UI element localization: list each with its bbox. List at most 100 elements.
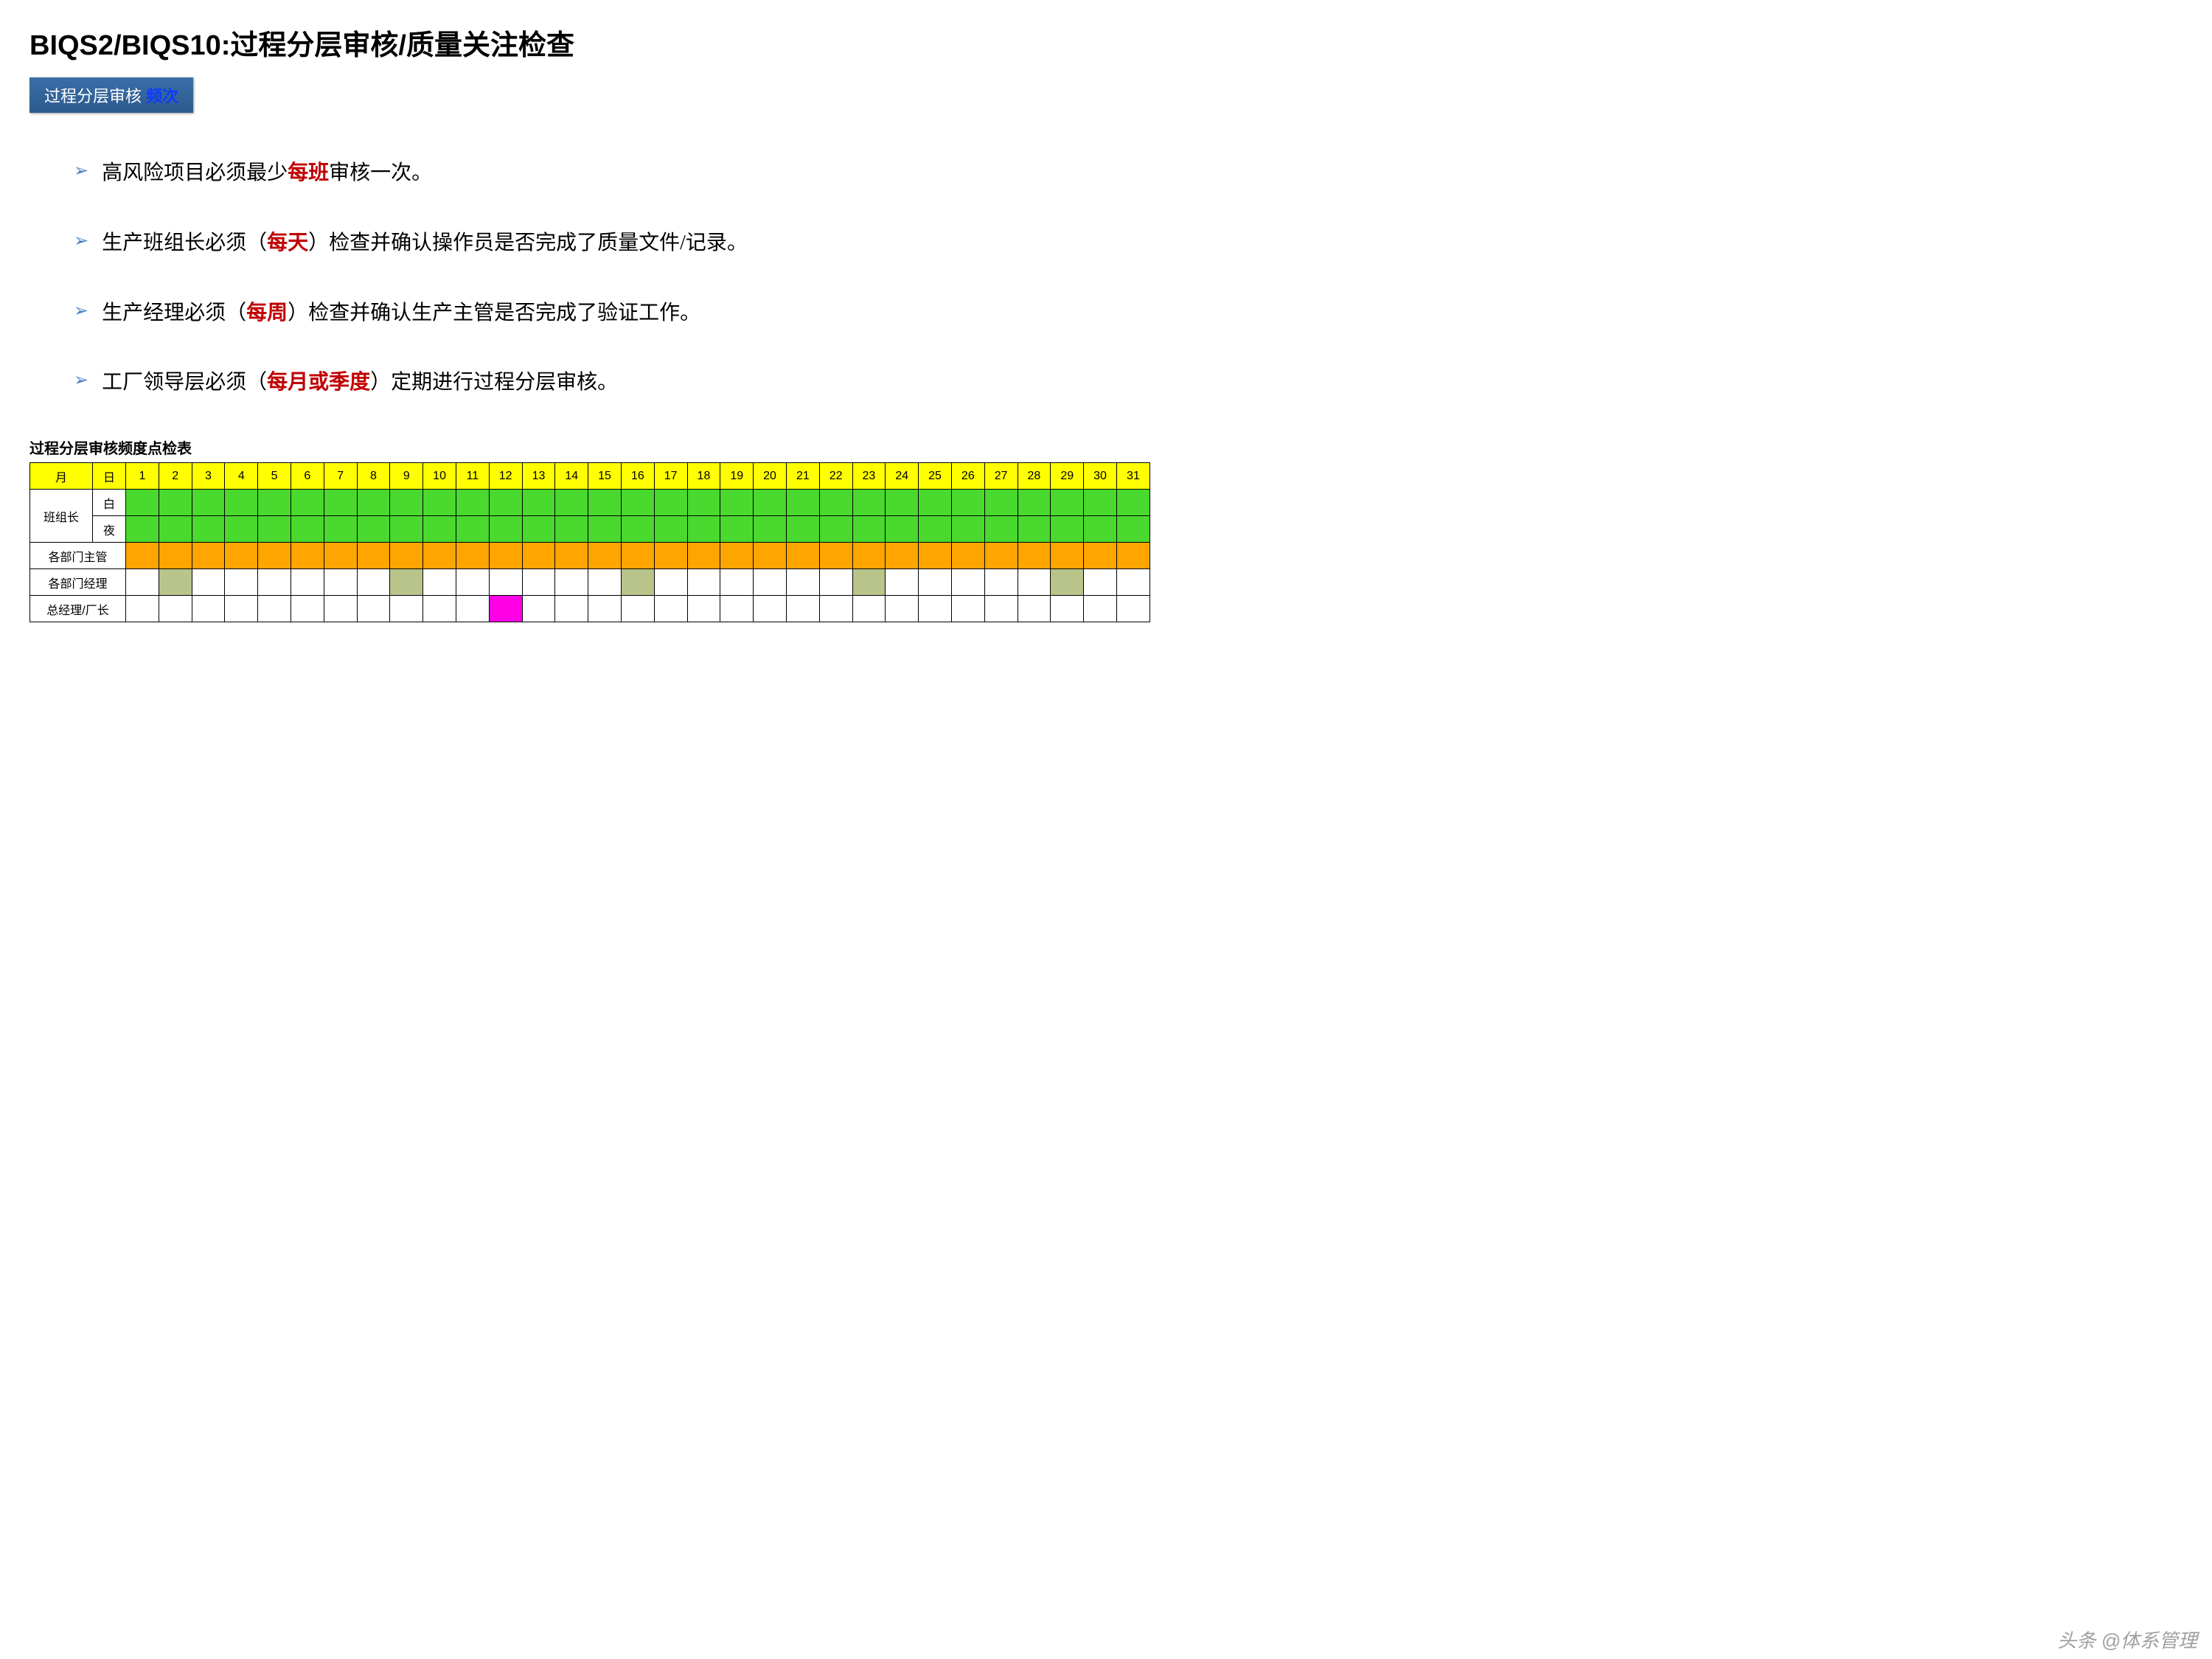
table-header-cell: 月	[30, 463, 93, 490]
day-cell	[258, 490, 291, 516]
day-cell	[291, 569, 324, 596]
table-header-cell: 17	[654, 463, 687, 490]
role-cell: 各部门经理	[30, 569, 126, 596]
day-cell	[951, 543, 984, 569]
table-header-cell: 3	[192, 463, 225, 490]
table-header-cell: 18	[687, 463, 720, 490]
day-cell	[984, 596, 1018, 622]
day-cell	[192, 596, 225, 622]
day-cell	[258, 516, 291, 543]
table-header-cell: 16	[621, 463, 654, 490]
table-header-cell: 21	[786, 463, 819, 490]
day-cell	[159, 596, 192, 622]
day-cell	[654, 490, 687, 516]
day-cell	[456, 596, 489, 622]
day-cell	[456, 490, 489, 516]
role-cell: 各部门主管	[30, 543, 126, 569]
bullet-text: 高风险项目必须最少每班审核一次。	[102, 157, 432, 190]
bullet-plain-text: 生产班组长必须（	[102, 232, 267, 254]
day-cell	[159, 516, 192, 543]
day-cell	[919, 490, 952, 516]
day-cell	[984, 490, 1018, 516]
triangle-bullet-icon: ➢	[74, 297, 88, 325]
day-cell	[192, 516, 225, 543]
table-header-cell: 31	[1116, 463, 1150, 490]
bullet-plain-text: ）定期进行过程分层审核。	[370, 371, 618, 394]
table-header-cell: 27	[984, 463, 1018, 490]
day-cell	[126, 569, 159, 596]
day-cell	[754, 569, 787, 596]
day-cell	[225, 490, 258, 516]
day-cell	[654, 569, 687, 596]
day-cell	[423, 569, 456, 596]
day-cell	[489, 569, 522, 596]
day-cell	[456, 543, 489, 569]
day-cell	[324, 569, 357, 596]
day-cell	[1084, 543, 1117, 569]
day-cell	[258, 596, 291, 622]
day-cell	[588, 569, 622, 596]
table-header-cell: 12	[489, 463, 522, 490]
shift-cell: 夜	[93, 516, 126, 543]
table-header-cell: 23	[852, 463, 886, 490]
day-cell	[192, 543, 225, 569]
day-cell	[588, 490, 622, 516]
day-cell	[291, 516, 324, 543]
day-cell	[1084, 516, 1117, 543]
table-header-cell: 22	[819, 463, 852, 490]
table-header-cell: 8	[357, 463, 390, 490]
table-header-cell: 24	[886, 463, 919, 490]
day-cell	[1051, 543, 1084, 569]
day-cell	[126, 543, 159, 569]
day-cell	[1051, 490, 1084, 516]
day-cell	[489, 516, 522, 543]
day-cell	[324, 543, 357, 569]
day-cell	[984, 569, 1018, 596]
subtitle-prefix: 过程分层审核	[44, 87, 146, 105]
day-cell	[489, 543, 522, 569]
bullet-plain-text: ）检查并确认操作员是否完成了质量文件/记录。	[308, 232, 748, 254]
day-cell	[126, 596, 159, 622]
day-cell	[951, 516, 984, 543]
table-header-cell: 9	[390, 463, 423, 490]
bullet-red-text: 每班	[288, 161, 329, 184]
day-cell	[423, 516, 456, 543]
day-cell	[423, 543, 456, 569]
day-cell	[852, 596, 886, 622]
day-cell	[1116, 516, 1150, 543]
day-cell	[522, 516, 555, 543]
bullet-text: 生产班组长必须（每天）检查并确认操作员是否完成了质量文件/记录。	[102, 227, 748, 260]
day-cell	[819, 569, 852, 596]
day-cell	[357, 569, 390, 596]
day-cell	[390, 490, 423, 516]
subtitle-bar: 过程分层审核 频次	[29, 77, 193, 113]
day-cell	[192, 490, 225, 516]
day-cell	[291, 596, 324, 622]
table-header-cell: 15	[588, 463, 622, 490]
day-cell	[390, 596, 423, 622]
day-cell	[852, 569, 886, 596]
day-cell	[687, 516, 720, 543]
table-header-cell: 7	[324, 463, 357, 490]
table-header-cell: 日	[93, 463, 126, 490]
table-row: 各部门主管	[30, 543, 1150, 569]
day-cell	[555, 596, 588, 622]
day-cell	[621, 490, 654, 516]
subtitle-highlight: 频次	[146, 87, 178, 105]
bullet-list: ➢高风险项目必须最少每班审核一次。➢生产班组长必须（每天）检查并确认操作员是否完…	[74, 157, 1121, 400]
table-header-cell: 4	[225, 463, 258, 490]
table-header-cell: 25	[919, 463, 952, 490]
table-header-cell: 20	[754, 463, 787, 490]
day-cell	[291, 543, 324, 569]
day-cell	[720, 543, 754, 569]
day-cell	[1018, 516, 1051, 543]
day-cell	[654, 543, 687, 569]
day-cell	[852, 516, 886, 543]
page-title: BIQS2/BIQS10:过程分层审核/质量关注检查	[29, 22, 1150, 63]
day-cell	[324, 490, 357, 516]
table-header-cell: 28	[1018, 463, 1051, 490]
day-cell	[522, 490, 555, 516]
day-cell	[720, 490, 754, 516]
day-cell	[819, 543, 852, 569]
table-header-cell: 5	[258, 463, 291, 490]
